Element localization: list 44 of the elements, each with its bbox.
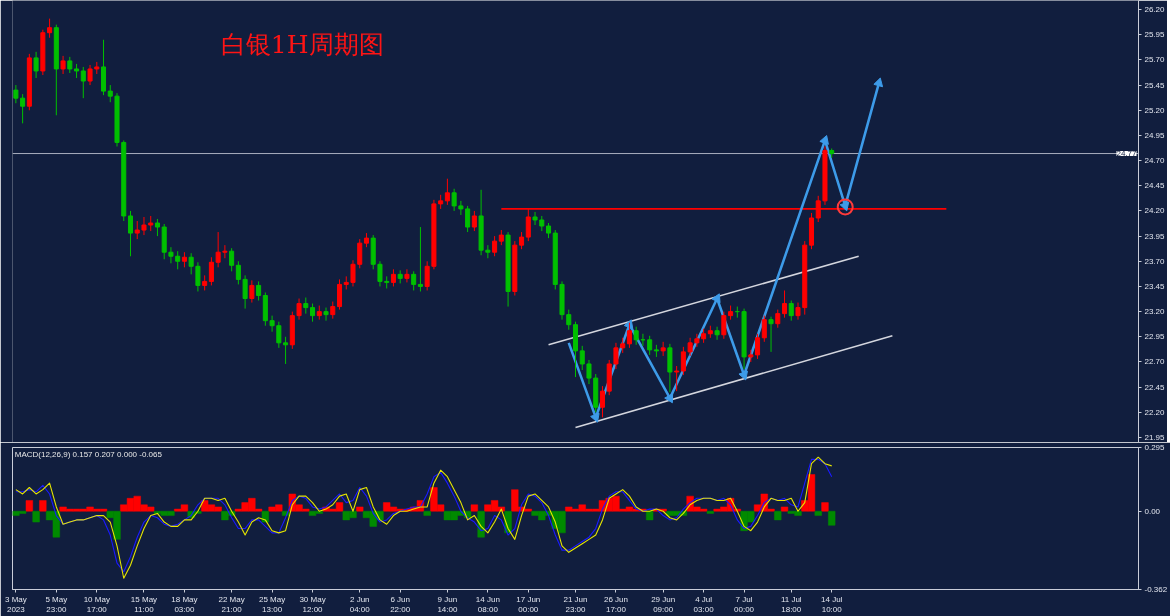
y-tick-label: 22.70 (1144, 357, 1166, 367)
x-tick-label: 26 Jun 17:00 (603, 594, 628, 615)
x-tick-label: 9 Jun 14:00 (437, 594, 458, 615)
x-tick-label: 4 Jul 03:00 (693, 594, 715, 615)
x-tick-label: 25 May 13:00 (258, 594, 286, 615)
y-tick-label: 24.45 (1144, 181, 1166, 191)
x-tick-label: 29 Jun 09:00 (651, 594, 676, 615)
y-tick-label: 25.45 (1144, 80, 1166, 90)
x-tick-label: 3 May 2023 (4, 594, 27, 615)
x-tick-label: 21 Jun 23:00 (563, 594, 588, 615)
y-tick-label: 25.20 (1144, 105, 1166, 115)
text: 白银1H周期图 (220, 30, 384, 60)
y-tick-label: 23.70 (1144, 256, 1166, 266)
y-tick-label: 23.45 (1144, 281, 1166, 291)
x-tick-label: 14 Jun 08:00 (475, 594, 500, 615)
y-tick-label: 23.20 (1144, 307, 1166, 317)
y-tick-label: 0.295 (1144, 443, 1166, 452)
y-tick-label: 21.95 (1144, 432, 1166, 442)
y-tick-label: 24.20 (1144, 206, 1166, 216)
y-tick-label: 23.95 (1144, 231, 1166, 241)
y-tick-label: 24.95 (1144, 130, 1166, 140)
x-tick-label: 17 Jun 00:00 (516, 594, 541, 615)
x-tick-label: 30 May 12:00 (299, 594, 326, 615)
y-tick-label: 22.45 (1144, 382, 1166, 392)
y-tick-label: 0.00 (1144, 506, 1161, 516)
x-tick-label: 5 May 23:00 (45, 594, 68, 615)
y-tick-label: -0.362 (1144, 585, 1168, 594)
x-tick-label: 2 Jun 04:00 (349, 594, 371, 615)
x-tick-label: 15 May 11:00 (130, 594, 158, 615)
y-tick-label: 25.70 (1144, 55, 1166, 65)
y-tick-label: 24.70 (1144, 156, 1166, 166)
x-tick-label: 18 May 03:00 (171, 594, 198, 615)
x-tick-label: 14 Jul 10:00 (821, 594, 843, 615)
ref-line-label: 24.77 (1116, 149, 1138, 159)
y-tick-label: 22.20 (1144, 407, 1166, 417)
x-tick-label: 6 Jun 22:00 (390, 594, 411, 615)
x-tick-label: 22 May 21:00 (218, 594, 245, 615)
chart-title: MACD(12,26,9) 0.157 0.207 0.000 -0.065 (14, 449, 163, 459)
y-tick-label: 25.95 (1144, 30, 1166, 40)
y-tick-label: 26.20 (1144, 5, 1166, 15)
x-tick-label: 10 May 17:00 (83, 594, 110, 615)
y-tick-label: 22.95 (1144, 332, 1166, 342)
x-tick-label: 7 Jul 00:00 (734, 594, 755, 615)
x-tick-label: 11 Jul 18:00 (780, 594, 802, 615)
